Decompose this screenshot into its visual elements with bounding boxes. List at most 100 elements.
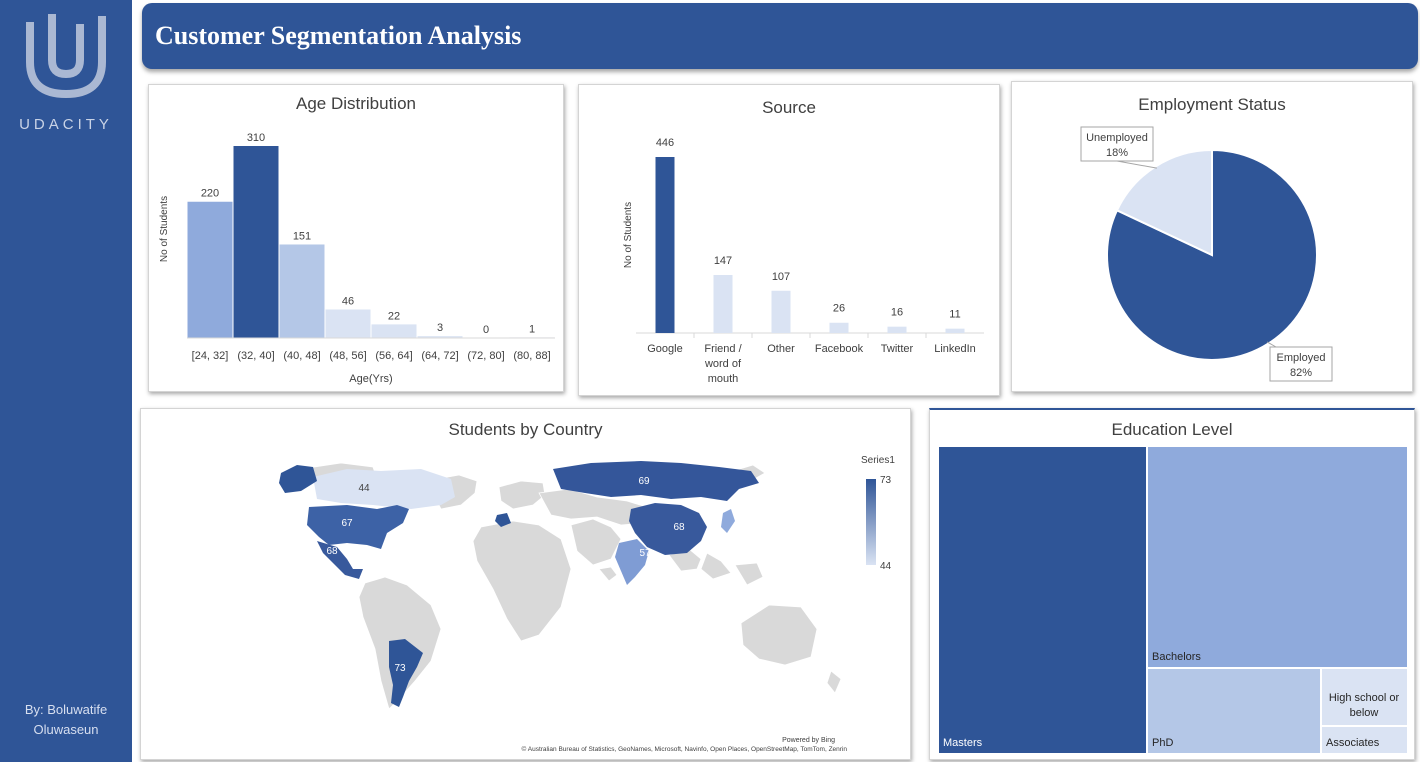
map-credit-bing: Powered by Bing: [782, 737, 835, 744]
pie-leader-line: [1116, 160, 1157, 169]
age-x-axis-title: Age(Yrs): [349, 373, 392, 385]
map-value-label: 69: [638, 476, 650, 487]
sidebar: UDACITY By: Boluwatife Oluwaseun: [0, 0, 132, 762]
treemap-tile-phd: PhD: [1148, 669, 1320, 753]
source-tick-label: Other: [767, 343, 795, 355]
age-tick-label: (72, 80]: [467, 350, 504, 362]
author-line: Oluwaseun: [33, 722, 99, 737]
map-value-label: 68: [673, 522, 685, 533]
map-value-label: 57: [639, 548, 651, 559]
source-tick-label: Google: [647, 343, 682, 355]
pie-label-name: Employed: [1277, 352, 1326, 364]
age-bar: [279, 244, 325, 338]
country-japan: [721, 509, 735, 533]
chart-title: Source: [762, 98, 816, 117]
pie-label-box: [1080, 126, 1154, 162]
age-bar-label: 22: [388, 310, 400, 322]
country-mexico: [317, 541, 363, 579]
employment-panel: Employment Status Employed 82% Unemployed 1…: [1011, 81, 1413, 392]
treemap-label: PhD: [1152, 737, 1174, 749]
age-bar-label: 151: [293, 230, 311, 242]
author-line: By: Boluwatife: [24, 702, 108, 717]
education-panel: Education Level Masters Bachelors PhD Hi…: [929, 408, 1415, 760]
age-tick-label: (64, 72]: [421, 350, 458, 362]
source-bar-label: 16: [891, 307, 903, 319]
education-treemap: Masters Bachelors PhD High school or bel…: [930, 410, 1416, 762]
age-tick-label: (32, 40]: [237, 350, 274, 362]
map-legend-min: 44: [880, 561, 892, 572]
source-tick-label: word of: [704, 358, 742, 370]
age-tick-label: (40, 48]: [283, 350, 320, 362]
map-value-label: 73: [394, 663, 406, 674]
map-legend-gradient: [866, 479, 876, 565]
age-distribution-chart: 220 [24, 32] 3 1 0 (32, 40] 151 (40, 48] 46 (48, …: [159, 132, 555, 385]
source-bar: [655, 157, 675, 333]
map-legend-max: 73: [880, 475, 892, 486]
age-tick-label: [24, 32]: [192, 350, 229, 362]
treemap-tile-bachelors: Bachelors: [1148, 447, 1407, 667]
map-value-label: 67: [341, 518, 353, 529]
age-bar-label: 46: [342, 296, 354, 308]
udacity-logo: [26, 14, 106, 98]
source-bar: [771, 290, 791, 333]
age-bar-label: 220: [201, 188, 219, 200]
age-bar-label: 1: [529, 323, 535, 335]
country-india: [615, 539, 649, 585]
treemap-label: Masters: [943, 737, 983, 749]
pie-label-name: Unemployed: [1086, 132, 1148, 144]
age-bar-label: 0: [483, 324, 489, 336]
pie-slice: [1115, 148, 1213, 257]
age-bar: [371, 324, 417, 338]
country-china: [629, 503, 707, 555]
source-tick-label: Facebook: [815, 343, 864, 355]
pie-leader-line: [1266, 341, 1277, 348]
brand-name: UDACITY: [19, 116, 113, 133]
age-bar-label: 3: [437, 322, 443, 334]
country-canada: [313, 469, 455, 509]
map-value-label: 44: [358, 483, 370, 494]
source-chart: 446 Google 147 Friend / word of mouth 107 Other…: [623, 137, 984, 385]
source-bar: [945, 328, 965, 333]
treemap-tile-associates: Associates: [1322, 727, 1407, 753]
source-bar-label: 147: [714, 255, 732, 267]
age-tick-label: (48, 56]: [329, 350, 366, 362]
source-bar-label: 11: [949, 309, 960, 321]
source-y-axis-title: No of Students: [623, 202, 634, 268]
age-y-axis-title: No of Students: [159, 196, 170, 262]
source-tick-label: LinkedIn: [934, 343, 976, 355]
age-bar: [417, 336, 463, 338]
country-usa: [307, 505, 409, 549]
age-tick-label: (80, 88]: [513, 350, 550, 362]
map-value-label: 68: [326, 546, 338, 557]
chart-title: Education Level: [1111, 420, 1233, 439]
treemap-label: Bachelors: [1152, 651, 1201, 663]
source-panel: Source 446 Google 147 Friend / word of mouth 1…: [578, 84, 1000, 396]
source-bar: [713, 274, 733, 333]
page-title: Customer Segmentation Analysis: [155, 21, 522, 50]
employment-pie-chart: Employed 82% Unemployed 18%: [1080, 126, 1333, 382]
country-panel: Students by Country: [140, 408, 911, 760]
header-banner: Customer Segmentation Analysis: [142, 3, 1418, 69]
map-credit-sources: © Australian Bureau of Statistics, GeoNa…: [522, 745, 848, 753]
source-bar: [829, 322, 849, 333]
age-tick-label: (56, 64]: [375, 350, 412, 362]
source-bar-label: 446: [656, 137, 674, 149]
country-france: [495, 513, 511, 527]
age-bar: [325, 309, 371, 338]
country-alaska: [279, 465, 317, 493]
treemap-tile-masters: Masters: [939, 447, 1146, 753]
world-map: 44 67 68 69 68 57 73 Series1 73 44 Power…: [279, 455, 895, 753]
source-tick-label: mouth: [708, 373, 739, 385]
age-distribution-panel: Age Distribution 220 [24, 32] 3 1 0 (32, 40] 1…: [148, 84, 564, 392]
chart-title: Students by Country: [448, 420, 603, 439]
map-legend-title: Series1: [861, 455, 895, 466]
chart-title: Age Distribution: [295, 94, 416, 113]
country-russia: [553, 461, 759, 501]
pie-label-value: 82%: [1290, 367, 1312, 379]
source-bar-label: 107: [772, 271, 790, 283]
pie-label-value: 18%: [1106, 147, 1128, 159]
treemap-tile-high-school: High school or below: [1322, 669, 1407, 725]
source-bar-label: 26: [833, 303, 845, 315]
source-tick-label: Twitter: [881, 343, 914, 355]
pie-label-box: [1269, 346, 1333, 382]
